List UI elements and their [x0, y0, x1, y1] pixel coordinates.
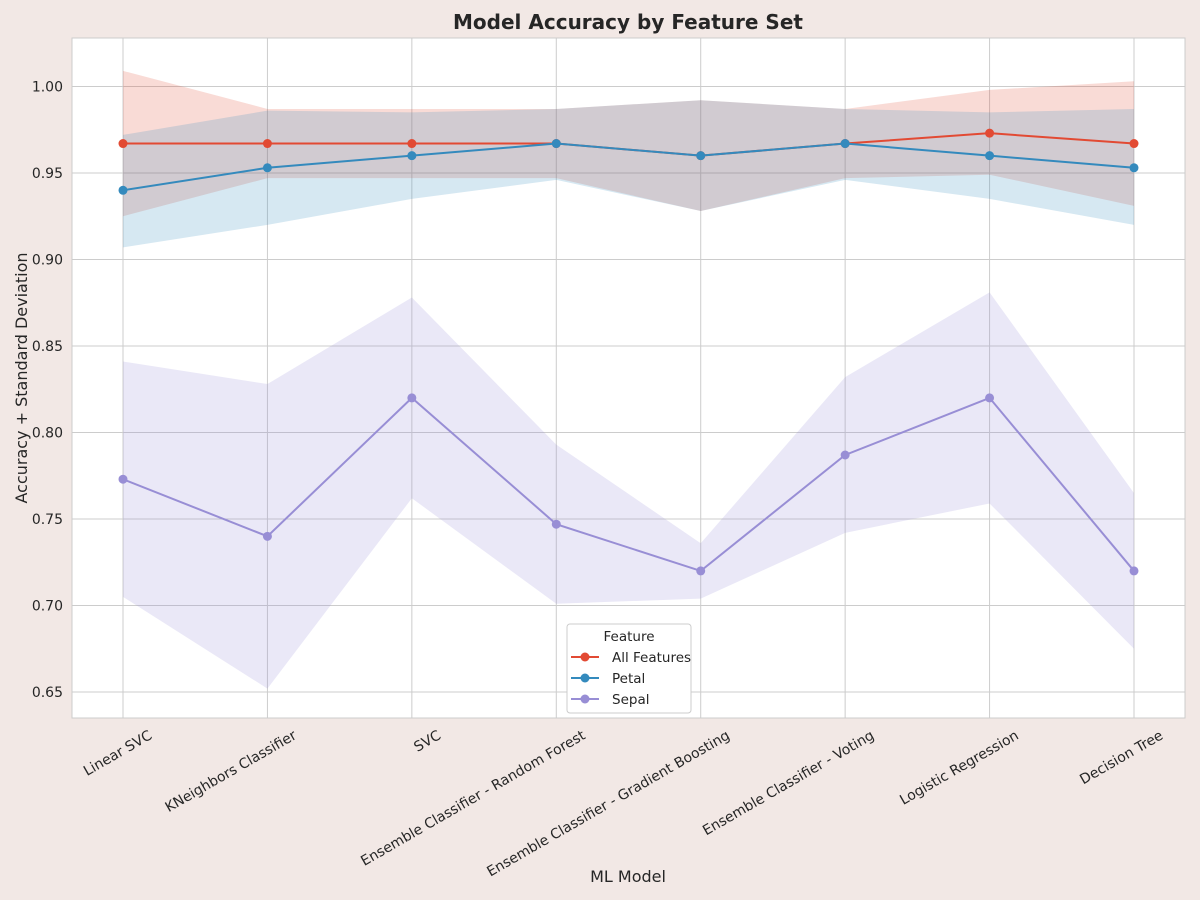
- plot-area: [71, 37, 1186, 719]
- legend: Feature All Features Petal Sepal: [566, 623, 692, 714]
- data-point: [1129, 163, 1139, 173]
- series-lines: [118, 128, 1139, 576]
- legend-marker: [580, 673, 590, 683]
- y-tick-label: 0.80: [32, 426, 63, 442]
- data-point: [407, 393, 417, 403]
- chart-title: Model Accuracy by Feature Set: [453, 10, 803, 34]
- legend-marker: [580, 652, 590, 662]
- y-axis-label: Accuracy + Standard Deviation: [12, 252, 31, 503]
- error-bands: [123, 70, 1134, 689]
- x-tick-label: Logistic Regression: [897, 728, 1021, 809]
- y-tick-label: 0.90: [32, 252, 63, 268]
- x-tick-label: Linear SVC: [81, 727, 155, 779]
- data-point: [985, 151, 995, 161]
- error-band: [123, 70, 1134, 217]
- y-tick-label: 0.85: [32, 339, 63, 355]
- x-tick-label: KNeighbors Classifier: [163, 727, 300, 815]
- x-tick-label: Ensemble Classifier - Random Forest: [358, 727, 588, 869]
- x-axis-label: ML Model: [590, 867, 666, 886]
- series-line: [122, 396, 1135, 573]
- series-line: [122, 142, 1135, 192]
- data-point: [262, 163, 272, 173]
- x-tick-label: Ensemble Classifier - Gradient Boosting: [484, 728, 732, 881]
- data-point: [118, 474, 128, 484]
- data-point: [696, 151, 706, 161]
- y-tick-label: 0.70: [32, 599, 63, 615]
- data-point: [1129, 566, 1139, 576]
- legend-entry: All Features: [612, 650, 691, 666]
- error-band: [123, 292, 1134, 689]
- data-point: [840, 139, 850, 149]
- data-point: [407, 151, 417, 161]
- data-point: [118, 185, 128, 195]
- y-tick-label: 0.65: [32, 685, 63, 701]
- legend-box: [566, 623, 692, 714]
- legend-entry: Petal: [612, 671, 645, 687]
- legend-title: Feature: [603, 629, 654, 645]
- data-point: [840, 450, 850, 460]
- y-tick-label: 0.75: [32, 512, 63, 528]
- legend-marker: [580, 694, 590, 704]
- x-tick-label: Decision Tree: [1077, 728, 1166, 788]
- data-point: [551, 519, 561, 529]
- data-point: [407, 139, 417, 149]
- grid: [72, 38, 1185, 718]
- data-point: [985, 128, 995, 138]
- x-axis-ticks: Linear SVC KNeighbors Classifier SVCEnsemb…: [81, 727, 1166, 880]
- y-tick-label: 1.00: [32, 79, 63, 95]
- data-point: [1129, 139, 1139, 149]
- data-point: [262, 531, 272, 541]
- x-tick-label: SVC: [411, 728, 444, 756]
- y-axis-ticks: 0.65 0.70 0.75 0.80 0.85 0.90 0.95 1.00: [32, 79, 63, 701]
- data-point: [985, 393, 995, 403]
- legend-entry: Sepal: [612, 692, 649, 708]
- y-tick-label: 0.95: [32, 166, 63, 182]
- data-point: [551, 139, 561, 149]
- data-point: [262, 139, 272, 149]
- error-band: [123, 100, 1134, 248]
- data-point: [696, 566, 706, 576]
- data-point: [118, 139, 128, 149]
